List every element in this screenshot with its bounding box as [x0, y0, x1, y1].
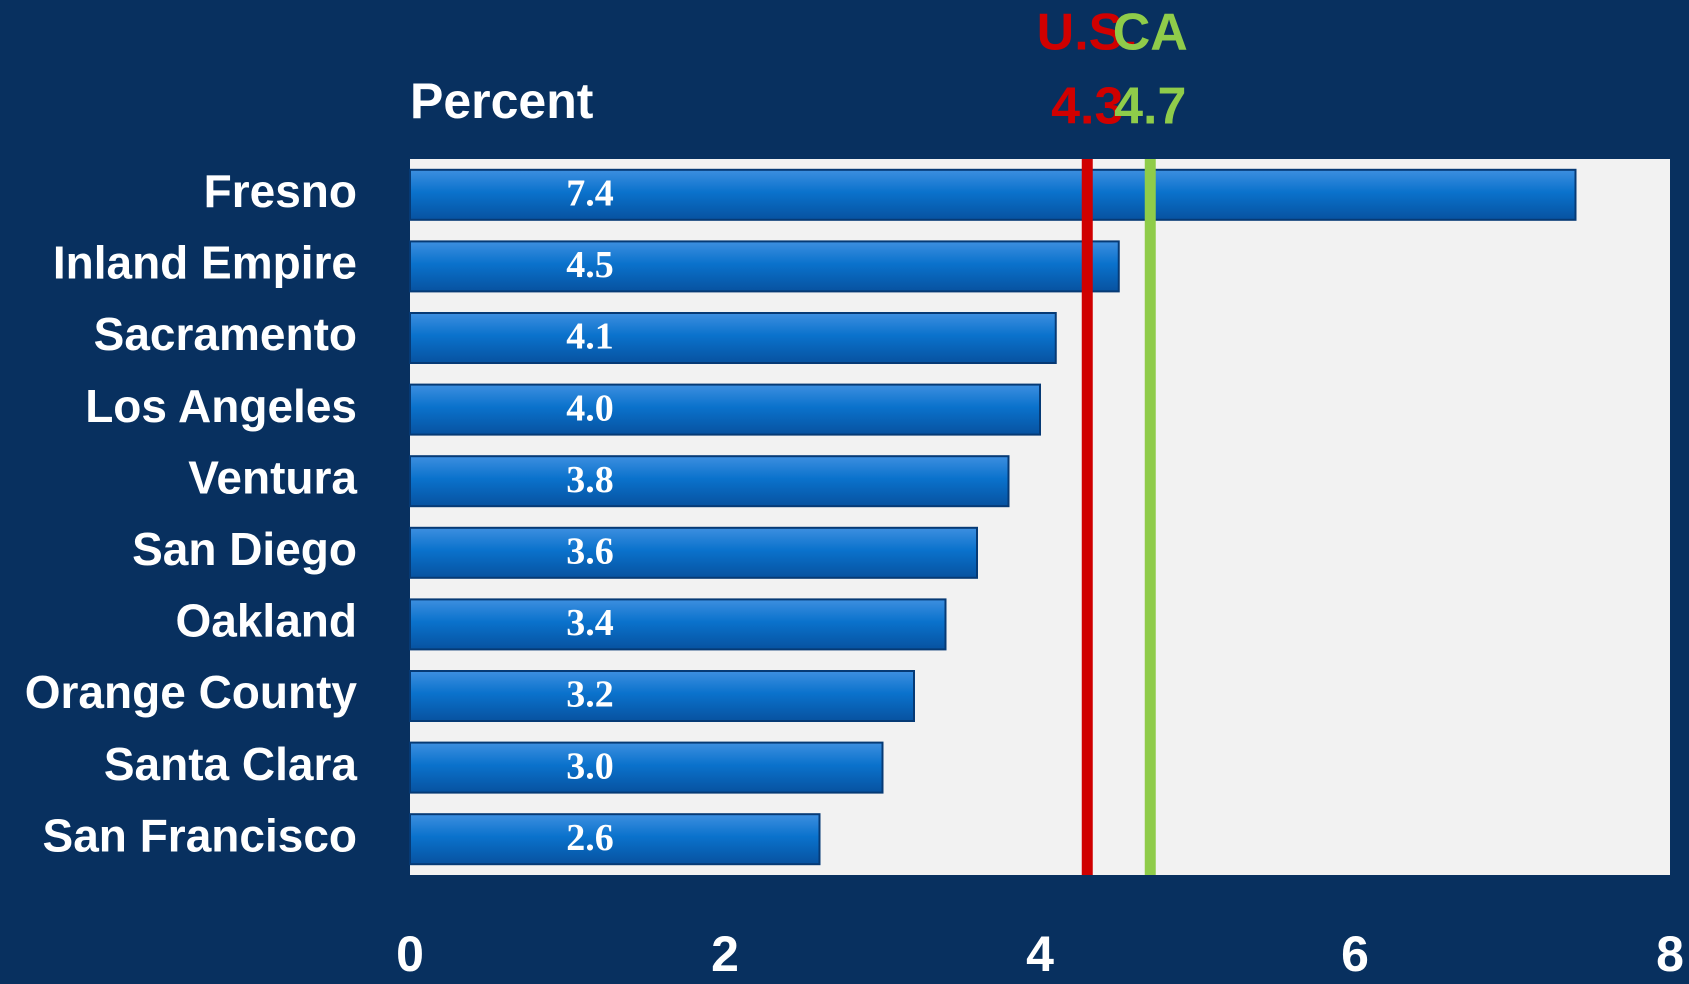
value-label: 4.1 [566, 316, 614, 358]
y-tick-label: San Francisco [43, 809, 357, 861]
y-tick-label: Fresno [204, 165, 357, 217]
y-tick-label: Ventura [188, 451, 357, 503]
bar [409, 813, 821, 866]
bar [409, 312, 1057, 364]
value-label: 3.0 [566, 745, 614, 787]
y-tick-label: Oakland [175, 595, 357, 647]
bar [409, 598, 947, 651]
reference-value: 4.3 [1051, 78, 1123, 136]
reference-name: CA [1113, 4, 1188, 62]
reference-value: 4.7 [1114, 78, 1186, 136]
value-label: 3.4 [566, 602, 614, 644]
bar [409, 383, 1041, 436]
x-tick-label: 2 [711, 926, 739, 982]
x-tick-label: 8 [1656, 926, 1684, 982]
y-tick-label: Los Angeles [85, 380, 357, 432]
axis-label: Percent [410, 73, 594, 129]
bar [409, 670, 915, 722]
value-label: 4.0 [566, 387, 614, 429]
y-tick-label: Orange County [25, 666, 358, 718]
x-tick-label: 0 [396, 926, 424, 982]
y-tick-label: San Diego [132, 523, 357, 575]
value-label: 3.2 [566, 674, 614, 716]
value-label: 7.4 [566, 173, 614, 215]
bar [409, 741, 884, 794]
y-tick-label: Santa Clara [104, 738, 358, 790]
bar [409, 526, 978, 579]
value-label: 2.6 [566, 817, 614, 859]
x-tick-label: 4 [1026, 926, 1054, 982]
bar [409, 455, 1010, 508]
value-label: 4.5 [566, 244, 614, 286]
bar [409, 240, 1120, 293]
x-tick-label: 6 [1341, 926, 1369, 982]
value-label: 3.8 [566, 459, 614, 501]
value-label: 3.6 [566, 531, 614, 573]
reference-name: U.S. [1037, 4, 1138, 62]
y-tick-label: Sacramento [94, 308, 357, 360]
y-tick-label: Inland Empire [53, 237, 357, 289]
bar [409, 168, 1577, 221]
